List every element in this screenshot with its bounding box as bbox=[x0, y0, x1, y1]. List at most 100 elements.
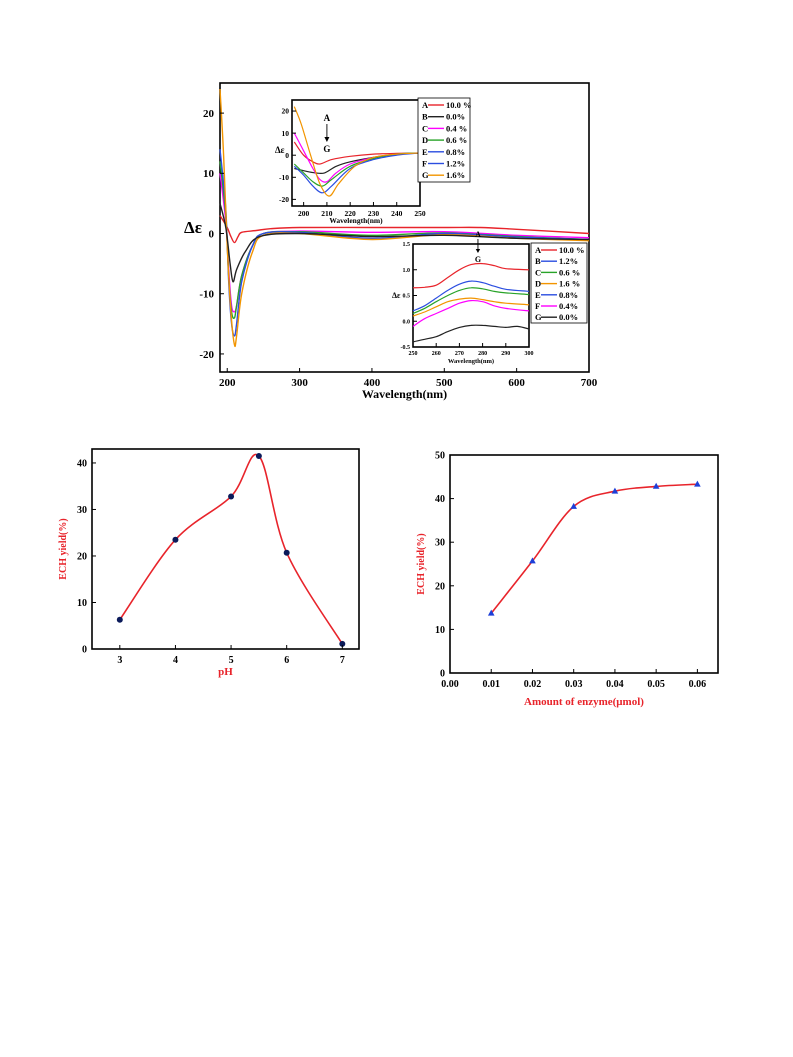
ph-point-3 bbox=[255, 452, 262, 459]
enzyme-ytick-label: 40 bbox=[435, 494, 445, 505]
inset-far-uv-xtick-label: 200 bbox=[298, 209, 310, 218]
inset-far-uv-xtick-label: 230 bbox=[368, 209, 380, 218]
inset-near-uv-legend-label: 1.2% bbox=[559, 256, 578, 266]
enzyme-ytick-label: 50 bbox=[435, 451, 445, 462]
inset-near-uv-curve-2 bbox=[412, 287, 530, 315]
inset-near-uv-curve-3 bbox=[412, 297, 530, 317]
cd-main-y-axis-title: Δε bbox=[184, 218, 202, 237]
cd-main-xtick-label: 700 bbox=[581, 377, 598, 389]
inset-far-uv-legend-letter: E bbox=[422, 147, 428, 157]
inset-far-uv-curve-5 bbox=[293, 106, 421, 197]
cd-main-xtick-label: 300 bbox=[291, 377, 308, 389]
inset-near-uv-legend-letter: B bbox=[535, 256, 541, 266]
enzyme-point-5 bbox=[694, 480, 701, 487]
ph-xtick-label: 4 bbox=[173, 655, 178, 666]
inset-far-uv-annotation-a: A bbox=[324, 113, 331, 123]
inset-near-uv-legend-letter: F bbox=[535, 301, 540, 311]
ph-point-0 bbox=[116, 616, 123, 623]
enzyme-point-3 bbox=[611, 487, 619, 494]
inset-near-uv-plot-area bbox=[412, 243, 530, 348]
ph-plot-area bbox=[91, 448, 360, 650]
inset-near-uv-legend-label: 0.8% bbox=[559, 290, 578, 300]
inset-near-uv-legend-letter: G bbox=[535, 312, 542, 322]
ph-series-line bbox=[119, 453, 343, 645]
enzyme-xtick-label: 0.00 bbox=[441, 679, 459, 690]
enzyme-xtick-label: 0.06 bbox=[689, 679, 707, 690]
inset-near-uv-xtick-label: 300 bbox=[525, 351, 534, 357]
inset-near-uv-x-axis-title: Wavelength(nm) bbox=[448, 358, 494, 365]
inset-near-uv-curve-4 bbox=[412, 299, 530, 327]
inset-near-uv-annotation-a: A bbox=[475, 230, 481, 239]
inset-near-uv-curve-1 bbox=[412, 280, 530, 312]
inset-near-uv-legend-label: 0.0% bbox=[559, 312, 578, 322]
ph-ytick-label: 10 bbox=[77, 598, 87, 609]
inset-near-uv-ytick-label: 0.5 bbox=[403, 294, 411, 300]
inset-far-uv-legend-letter: B bbox=[422, 112, 428, 122]
inset-far-uv-y-axis-title: Δε bbox=[275, 145, 285, 155]
ph-point-5 bbox=[339, 640, 346, 647]
ph-xtick-label: 7 bbox=[340, 655, 345, 666]
enzyme-point-2 bbox=[570, 502, 577, 509]
enzyme-xtick-label: 0.03 bbox=[565, 679, 583, 690]
inset-far-uv-ytick-label: 0 bbox=[285, 151, 289, 160]
cd-main-ytick-label: -10 bbox=[199, 289, 214, 301]
cd-main-xtick-label: 600 bbox=[508, 377, 525, 389]
inset-near-uv-legend-letter: D bbox=[535, 279, 541, 289]
inset-near-uv-ytick-label: 1.0 bbox=[403, 268, 411, 274]
ph-chart: 3 4 5 6 7 0 10 20 30 40 pH ECH yield(%) bbox=[58, 448, 360, 678]
inset-far-uv-legend-letter: F bbox=[422, 159, 427, 169]
inset-far-uv-ytick-label: -20 bbox=[279, 195, 289, 204]
enzyme-xtick-label: 0.02 bbox=[524, 679, 542, 690]
ph-ytick-label: 20 bbox=[77, 551, 87, 562]
inset-near-uv-legend-letter: E bbox=[535, 290, 541, 300]
enzyme-ytick-label: 10 bbox=[435, 625, 445, 636]
inset-far-uv-curve-2 bbox=[293, 132, 421, 183]
inset-far-uv-legend-label: 0.0% bbox=[446, 112, 465, 122]
ph-ytick-label: 0 bbox=[82, 645, 87, 656]
inset-near-uv-curve-5 bbox=[412, 324, 530, 343]
cd-main-ytick-label: -20 bbox=[199, 349, 214, 361]
enzyme-series-line bbox=[490, 483, 698, 614]
inset-near-uv-legend-label: 1.6 % bbox=[559, 279, 580, 289]
inset-far-uv-legend-letter: A bbox=[422, 100, 429, 110]
inset-far-uv-x-axis-title: Wavelength(nm) bbox=[329, 216, 383, 225]
cd-inset-far-uv: 200 210 220 230 240 250 -20 -10 0 10 20 Wavelength(… bbox=[275, 97, 472, 225]
inset-far-uv-legend-label: 0.8% bbox=[446, 147, 465, 157]
inset-near-uv-xtick-label: 270 bbox=[455, 351, 464, 357]
ph-xtick-label: 3 bbox=[117, 655, 122, 666]
cd-main-curve-5 bbox=[219, 203, 590, 283]
inset-near-uv-legend-label: 0.6 % bbox=[559, 267, 580, 277]
cd-main-ytick-label: 0 bbox=[209, 228, 215, 240]
inset-near-uv-xtick-label: 260 bbox=[432, 351, 441, 357]
inset-near-uv-ytick-label: 1.5 bbox=[403, 242, 411, 248]
inset-far-uv-xtick-label: 210 bbox=[321, 209, 333, 218]
enzyme-ytick-label: 20 bbox=[435, 581, 445, 592]
inset-far-uv-legend-label: 1.6% bbox=[446, 170, 465, 180]
inset-far-uv-curve-0 bbox=[293, 141, 421, 165]
cd-main-plot-area bbox=[219, 82, 590, 373]
ph-xtick-label: 6 bbox=[284, 655, 289, 666]
inset-far-uv-legend-label: 1.2% bbox=[446, 159, 465, 169]
inset-far-uv-arrowhead bbox=[324, 137, 330, 142]
inset-near-uv-xtick-label: 250 bbox=[409, 351, 418, 357]
enzyme-point-4 bbox=[652, 482, 660, 489]
enzyme-chart: 0.00 0.01 0.02 0.03 0.04 0.05 0.06 0 10 20 30 40 50 A… bbox=[416, 451, 719, 708]
inset-far-uv-legend-letter: G bbox=[422, 170, 429, 180]
cd-main-ytick-label: 10 bbox=[203, 168, 215, 180]
inset-far-uv-ytick-label: -10 bbox=[279, 173, 289, 182]
ph-point-2 bbox=[228, 493, 235, 500]
enzyme-xtick-label: 0.01 bbox=[482, 679, 500, 690]
cd-main-x-axis-title: Wavelength(nm) bbox=[362, 387, 447, 401]
ph-point-4 bbox=[283, 549, 290, 556]
enzyme-x-axis-title: Amount of enzyme(μmol) bbox=[524, 696, 644, 708]
ph-point-1 bbox=[172, 536, 179, 543]
inset-near-uv-legend-box bbox=[530, 242, 588, 324]
inset-far-uv-legend-letter: D bbox=[422, 135, 428, 145]
inset-far-uv-xtick-label: 220 bbox=[345, 209, 357, 218]
inset-far-uv-legend-label: 10.0 % bbox=[446, 100, 472, 110]
ph-y-axis-title: ECH yield(%) bbox=[58, 518, 69, 579]
inset-near-uv-annotation-g: G bbox=[475, 255, 481, 264]
cd-main-xtick-label: 200 bbox=[219, 377, 236, 389]
inset-near-uv-curve-0 bbox=[412, 262, 530, 289]
